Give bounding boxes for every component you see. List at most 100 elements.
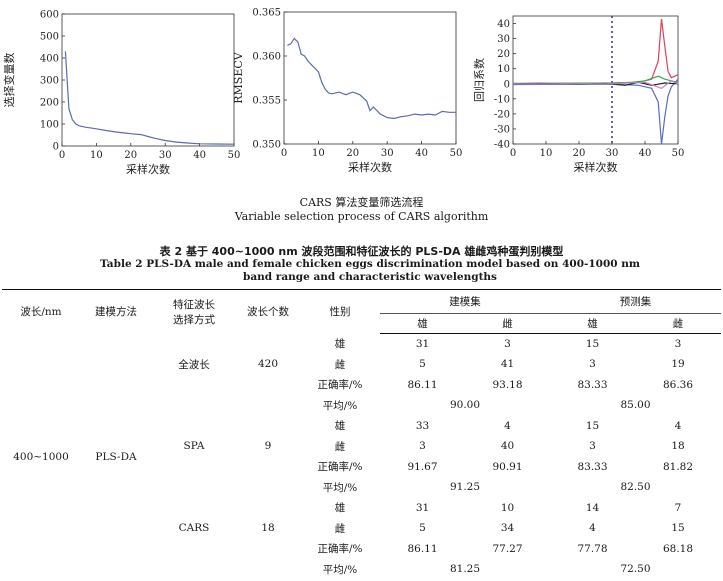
- cell-value: 3: [419, 440, 426, 453]
- cell-value: 31: [415, 338, 430, 350]
- x-axis-label: 采样次数: [126, 162, 170, 176]
- cell-group-count: 420: [257, 358, 279, 371]
- header-train-set: 建模集: [380, 289, 550, 314]
- cell-method: PLS-DA: [95, 450, 137, 463]
- y-tick-label: 0: [53, 142, 59, 153]
- cell-value: 41: [500, 358, 515, 371]
- header-selection: 特征波长 选择方式: [152, 290, 236, 334]
- table-row: 平均/% 81.25 72.50: [2, 559, 721, 580]
- y-tick-label: -30: [494, 124, 510, 135]
- cell-wavelength: 400~1000: [13, 450, 69, 463]
- table-title-cn: 表 2 基于 400~1000 nm 波段范围和特征波长的 PLS-DA 雄雌鸡…: [159, 245, 564, 258]
- cell-average-label: 平均/%: [322, 399, 358, 412]
- header-pred-female: 雌: [635, 313, 721, 334]
- header-count: 波长个数: [247, 306, 289, 319]
- cell-average-label: 平均/%: [322, 563, 358, 576]
- plot-frame: [61, 13, 235, 147]
- x-tick-label: 50: [672, 148, 685, 159]
- cell-accuracy-label: 正确率/%: [317, 461, 363, 474]
- cell-empty: [236, 559, 300, 580]
- cell-group-name: SPA: [183, 440, 205, 453]
- cell-value: 15: [671, 522, 685, 535]
- cell-value: 15: [585, 419, 600, 432]
- cell-average-pred: 82.50: [620, 481, 651, 494]
- y-axis-label: 选择变量数: [2, 53, 16, 108]
- y-tick-label: 400: [40, 54, 59, 65]
- cell-sex-label: 雄: [334, 338, 346, 351]
- chart-rmsecv: 0 10 20 30 40 50 0.350 0.355 0.360 0.365 采样次数 RMSEC…: [232, 0, 472, 185]
- cell-value: 34: [500, 522, 515, 535]
- x-tick-label: 10: [540, 148, 553, 159]
- y-tick-label: 20: [497, 49, 510, 60]
- series-line: [287, 37, 456, 120]
- x-tick-label: 10: [90, 150, 103, 161]
- cell-average-pred: 85.00: [620, 399, 651, 412]
- cell-average-train: 90.00: [449, 399, 481, 412]
- cell-accuracy-label: 正确率/%: [317, 543, 363, 556]
- chart-selected-variables: 0 10 20 30 40 50 0 100 200 300 400 500 600 采样次数 选择变量数: [0, 0, 245, 185]
- table-row: 平均/% 90.00 85.00: [2, 395, 721, 416]
- cell-value: 86.11: [407, 542, 438, 555]
- table-row: 正确率/% 86.11 93.18 83.33 86.36: [2, 375, 721, 396]
- cell-value: 83.33: [577, 460, 608, 473]
- y-tick-label: 0: [504, 79, 510, 90]
- figure-caption-cn: CARS 算法变量筛选流程: [299, 196, 424, 209]
- x-tick-label: 0: [281, 148, 287, 159]
- x-axis-label: 采样次数: [348, 160, 392, 174]
- y-tick-label: 300: [40, 76, 59, 87]
- y-tick-label: 0.355: [252, 96, 281, 107]
- cell-value: 77.27: [492, 542, 523, 555]
- cell-value: 33: [415, 419, 430, 432]
- table-row: 雌 3 40 3 18: [2, 436, 721, 457]
- x-axis-label: 采样次数: [574, 160, 618, 174]
- table-row: 正确率/% 91.67 90.91 83.33 81.82: [2, 457, 721, 478]
- y-tick-label: 0.360: [252, 52, 281, 63]
- cell-value: 83.33: [577, 378, 608, 391]
- x-tick-label: 30: [606, 148, 619, 159]
- x-tick-label: 20: [346, 148, 359, 159]
- header-selection-line2: 选择方式: [173, 313, 215, 326]
- table-row: 平均/% 91.25 82.50: [2, 477, 721, 498]
- series-line: [512, 78, 679, 145]
- cell-value: 90.91: [492, 460, 523, 473]
- cell-group-count: 18: [261, 522, 275, 535]
- cell-value: 7: [674, 501, 682, 514]
- cell-value: 4: [589, 522, 596, 535]
- cell-value: 31: [415, 501, 430, 514]
- chart-rmsecv-svg: 0 10 20 30 40 50 0.350 0.355 0.360 0.365 采样次数 RMSEC…: [232, 8, 462, 175]
- table-row: 400~1000 PLS-DA 全波长 420 雄 31 3 15 3: [2, 334, 721, 463]
- results-table: 波长/nm 建模方法 特征波长 选择方式 波长个数 性别 建模集 预测集 雄 雌…: [2, 289, 721, 580]
- cell-value: 4: [674, 419, 682, 432]
- header-pred-set: 预测集: [550, 289, 721, 314]
- cell-average-pred: 72.50: [620, 563, 651, 576]
- cell-average-label: 平均/%: [322, 481, 358, 494]
- table-row: 正确率/% 86.11 77.27 77.78 68.18: [2, 539, 721, 560]
- x-tick-label: 40: [639, 148, 652, 159]
- cell-value: 86.11: [407, 378, 438, 391]
- cell-value: 10: [500, 501, 515, 514]
- cell-value: 14: [585, 501, 600, 514]
- cell-value: 5: [419, 358, 426, 371]
- table-row: 雌 5 41 3 19: [2, 354, 721, 375]
- table-row: CARS 18 雄 31 10 14 7: [2, 498, 721, 535]
- y-axis-label: 回归系数: [472, 58, 486, 102]
- chart-regression-coefficients: 0 10 20 30 40 50 -40 -30 -20 -10 0 10 20 30 40 采样次数 回归系数: [472, 0, 723, 185]
- cell-value: 77.78: [577, 542, 608, 555]
- cell-sex-label: 雌: [334, 440, 346, 453]
- x-tick-label: 30: [159, 150, 172, 161]
- x-tick-label: 0: [510, 148, 516, 159]
- plot-frame: [283, 11, 457, 145]
- plot-frame: [512, 15, 679, 145]
- y-tick-label: -10: [494, 94, 510, 105]
- cell-value: 81.82: [662, 460, 694, 473]
- cell-group-name: 全波长: [178, 358, 210, 371]
- series-line: [513, 80, 679, 89]
- x-tick-label: 10: [312, 148, 325, 159]
- cell-empty: [236, 395, 300, 416]
- cell-value: 4: [504, 419, 511, 432]
- y-tick-label: 10: [497, 64, 510, 75]
- series-line: [512, 18, 679, 85]
- cell-average-train: 91.25: [449, 481, 481, 494]
- cell-accuracy-label: 正确率/%: [317, 379, 363, 392]
